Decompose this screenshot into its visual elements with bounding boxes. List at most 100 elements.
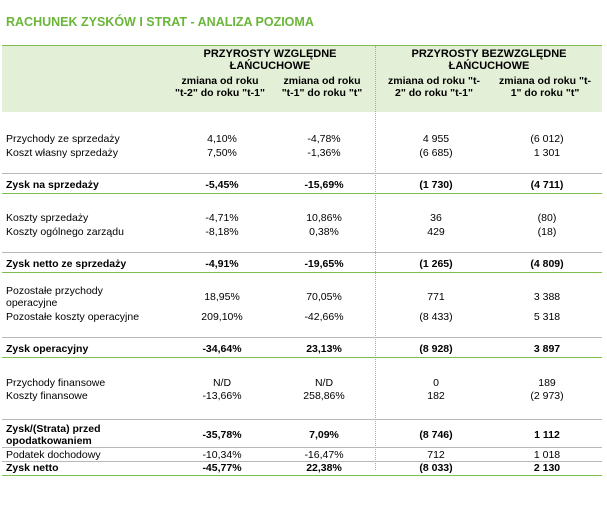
cell-abs-t1-t: 1 112 bbox=[534, 429, 560, 441]
cell-abs-t1-t: (2 973) bbox=[530, 390, 564, 402]
row-divider bbox=[2, 252, 602, 253]
cell-abs-t2-t1: (8 928) bbox=[419, 343, 453, 355]
row-divider bbox=[2, 173, 602, 174]
column-group-separator bbox=[375, 46, 376, 470]
row-label: Koszty ogólnego zarządu bbox=[6, 226, 124, 238]
row-label: Zysk/(Strata) przed opodatkowaniem bbox=[6, 423, 101, 447]
row-label: Koszt własny sprzedaży bbox=[6, 147, 119, 159]
cell-rel-t2-t1: 4,10% bbox=[207, 133, 237, 145]
cell-abs-t2-t1: 4 955 bbox=[422, 133, 450, 145]
cell-abs-t1-t: 2 130 bbox=[533, 462, 561, 474]
cell-abs-t1-t: 1 301 bbox=[533, 147, 561, 159]
row-label-line2: opodatkowaniem bbox=[6, 435, 92, 447]
cell-rel-t1-t: -4,78% bbox=[307, 133, 341, 145]
cell-rel-t2-t1: -13,66% bbox=[202, 390, 242, 402]
cell-rel-t2-t1: 209,10% bbox=[201, 311, 243, 323]
cell-abs-t1-t: (6 012) bbox=[530, 133, 564, 145]
cell-rel-t2-t1: -10,34% bbox=[202, 449, 242, 461]
cell-rel-t2-t1: -5,45% bbox=[205, 179, 239, 191]
cell-rel-t2-t1: -8,18% bbox=[205, 226, 239, 238]
subheader-col3-line2: 2" do roku "t-1" bbox=[395, 87, 473, 99]
cell-abs-t1-t: (4 809) bbox=[530, 258, 564, 270]
row-divider bbox=[2, 337, 602, 338]
cell-abs-t2-t1: 771 bbox=[427, 291, 445, 303]
cell-abs-t1-t: 5 318 bbox=[533, 311, 561, 323]
subtotal-divider bbox=[2, 272, 602, 273]
subtotal-divider bbox=[2, 357, 602, 358]
cell-abs-t2-t1: 712 bbox=[427, 449, 445, 461]
row-label-line1: Zysk/(Strata) przed bbox=[6, 423, 101, 435]
row-label: Przychody ze sprzedaży bbox=[6, 133, 120, 145]
cell-abs-t2-t1: (1 265) bbox=[419, 258, 453, 270]
cell-rel-t2-t1: -34,64% bbox=[202, 343, 242, 355]
row-label: Koszty finansowe bbox=[6, 390, 88, 402]
row-label: Zysk netto ze sprzedaży bbox=[6, 258, 127, 270]
cell-rel-t2-t1: -4,71% bbox=[205, 212, 239, 224]
row-label-line1: Pozostałe przychody bbox=[6, 285, 103, 297]
cell-rel-t2-t1: -45,77% bbox=[202, 462, 242, 474]
cell-rel-t2-t1: 18,95% bbox=[204, 291, 240, 303]
cell-rel-t1-t: -15,69% bbox=[304, 179, 344, 191]
header-relative-line2: ŁAŃCUCHOWE bbox=[229, 60, 311, 72]
cell-rel-t2-t1: 7,50% bbox=[207, 147, 237, 159]
row-label: Pozostałe przychody operacyjne bbox=[6, 285, 103, 309]
subheader-col1: zmiana od roku "t-2" do roku "t-1" bbox=[168, 75, 272, 99]
header-absolute-line1: PRZYROSTY BEZWZGLĘDNE bbox=[411, 48, 567, 60]
cell-rel-t1-t: 22,38% bbox=[306, 462, 342, 474]
row-divider bbox=[2, 419, 602, 420]
subheader-col4-line1: zmiana od roku "t- bbox=[499, 75, 591, 87]
cell-abs-t1-t: (80) bbox=[537, 212, 557, 224]
subheader-col2-line2: "t-1" do roku "t" bbox=[281, 87, 363, 99]
cell-abs-t2-t1: (8 746) bbox=[419, 429, 453, 441]
subheader-col4: zmiana od roku "t- 1" do roku "t" bbox=[490, 75, 600, 99]
subheader-col1-line1: zmiana od roku bbox=[181, 75, 259, 87]
subheader-col1-line2: "t-2" do roku "t-1" bbox=[175, 87, 265, 99]
cell-abs-t2-t1: 0 bbox=[433, 377, 439, 389]
subheader-col4-line2: 1" do roku "t" bbox=[510, 87, 580, 99]
row-label: Zysk na sprzedaży bbox=[6, 179, 99, 191]
header-absolute-group: PRZYROSTY BEZWZGLĘDNE ŁAŃCUCHOWE bbox=[378, 48, 600, 72]
header-absolute-line2: ŁAŃCUCHOWE bbox=[448, 60, 530, 72]
cell-rel-t2-t1: N/D bbox=[212, 377, 232, 389]
subheader-col2-line1: zmiana od roku bbox=[283, 75, 361, 87]
row-label: Przychody finansowe bbox=[6, 377, 106, 389]
cell-rel-t2-t1: -4,91% bbox=[205, 258, 239, 270]
cell-abs-t1-t: 3 388 bbox=[533, 291, 561, 303]
subheader-col3-line1: zmiana od roku "t- bbox=[388, 75, 480, 87]
row-label-line2: operacyjne bbox=[6, 297, 58, 309]
row-divider bbox=[2, 461, 602, 462]
cell-rel-t1-t: -42,66% bbox=[304, 311, 344, 323]
row-label: Podatek dochodowy bbox=[6, 449, 101, 461]
cell-abs-t2-t1: (1 730) bbox=[419, 179, 453, 191]
cell-abs-t1-t: 1 018 bbox=[533, 449, 561, 461]
table-bottom-line bbox=[2, 475, 602, 476]
row-label: Zysk netto bbox=[6, 462, 59, 474]
cell-rel-t1-t: 23,13% bbox=[306, 343, 342, 355]
cell-rel-t1-t: -19,65% bbox=[304, 258, 344, 270]
subheader-col2: zmiana od roku "t-1" do roku "t" bbox=[272, 75, 372, 99]
cell-abs-t2-t1: 182 bbox=[427, 390, 445, 402]
cell-abs-t1-t: 3 897 bbox=[533, 343, 561, 355]
cell-abs-t1-t: (18) bbox=[537, 226, 557, 238]
cell-rel-t2-t1: -35,78% bbox=[202, 429, 242, 441]
cell-abs-t1-t: (4 711) bbox=[530, 179, 564, 191]
table-header-band bbox=[2, 46, 602, 112]
cell-abs-t1-t: 189 bbox=[538, 377, 556, 389]
page-title: RACHUNEK ZYSKÓW I STRAT - ANALIZA POZIOM… bbox=[6, 15, 314, 29]
row-label: Koszty sprzedaży bbox=[6, 212, 89, 224]
cell-rel-t1-t: 7,09% bbox=[309, 429, 339, 441]
header-relative-group: PRZYROSTY WZGLĘDNE ŁAŃCUCHOWE bbox=[168, 48, 372, 72]
cell-rel-t1-t: N/D bbox=[314, 377, 334, 389]
cell-rel-t1-t: 10,86% bbox=[306, 212, 342, 224]
cell-rel-t1-t: 0,38% bbox=[309, 226, 339, 238]
header-relative-line1: PRZYROSTY WZGLĘDNE bbox=[203, 48, 337, 60]
cell-rel-t1-t: 258,86% bbox=[303, 390, 345, 402]
cell-abs-t2-t1: (8 033) bbox=[419, 462, 453, 474]
subheader-col3: zmiana od roku "t- 2" do roku "t-1" bbox=[378, 75, 490, 99]
row-label: Zysk operacyjny bbox=[6, 343, 89, 355]
cell-abs-t2-t1: 429 bbox=[427, 226, 445, 238]
cell-rel-t1-t: -1,36% bbox=[307, 147, 341, 159]
subtotal-divider bbox=[2, 193, 602, 194]
cell-abs-t2-t1: (6 685) bbox=[419, 147, 453, 159]
row-label: Pozostałe koszty operacyjne bbox=[6, 311, 140, 323]
